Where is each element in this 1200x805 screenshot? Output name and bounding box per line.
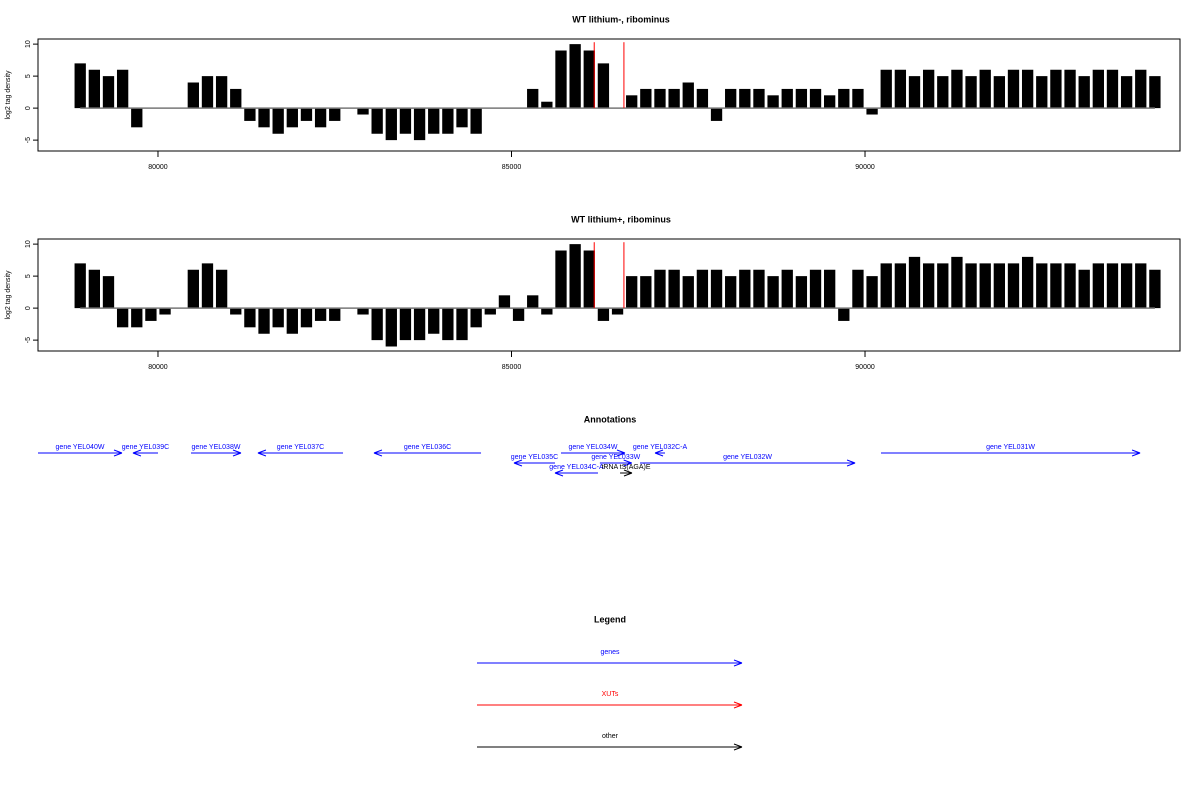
arrow-part [554,472,564,477]
arrow-part [616,449,626,454]
plot-frame [37,238,1181,352]
y-tick-label: 0 [25,106,32,110]
legend-label: XUTs [602,691,619,698]
x-tick-label: 85000 [502,164,522,171]
arrow-part [846,459,856,464]
annotations-title: Annotations [584,414,637,424]
feature-arrow [620,469,633,477]
y-axis-label: log2 tag density [5,70,12,120]
legend-title: Legend [594,614,626,624]
y-tick-label: 10 [25,240,32,248]
plot-frame [37,38,1181,152]
arrow-part [616,452,626,457]
y-tick-label: 0 [25,306,32,310]
arrow-part [623,459,632,464]
feature-arrow [554,469,598,477]
feature-label: gene YEL037C [277,444,324,451]
legend-label: genes [600,649,620,656]
y-tick-label: 5 [25,74,32,78]
feature-label: gene YEL034W [569,444,618,451]
chart-title: WT lithium-, ribominus [572,14,670,24]
feature-arrow [373,449,482,457]
feature-arrow [599,459,632,467]
feature-label: gene YEL038W [192,444,241,451]
y-tick-label: -5 [25,337,32,343]
feature-arrow [640,459,856,467]
legend-arrow [477,743,743,751]
arrow-part [1131,449,1141,454]
feature-arrow [654,449,665,457]
arrow-part [733,701,743,706]
feature-arrow [560,449,626,457]
feature-arrow [880,449,1141,457]
x-tick-label: 80000 [148,364,168,371]
arrow-part [733,746,743,751]
feature-arrow [38,449,123,457]
arrow-part [623,472,633,477]
arrow-part [733,662,743,667]
y-tick-label: -5 [25,137,32,143]
y-tick-label: 5 [25,274,32,278]
arrow-part [113,449,123,454]
feature-label: gene YEL036C [404,444,451,451]
arrow-part [113,452,123,457]
feature-label: gene YEL031W [986,444,1035,451]
feature-label: gene YEL034C-A [549,464,604,471]
arrow-part [373,452,383,457]
feature-label: gene YEL033W [591,454,640,461]
arrow-part [232,449,242,454]
feature-label: gene YEL032C-A [633,444,688,451]
arrow-part [623,469,633,474]
arrow-part [623,462,632,467]
feature-label: gene YEL032W [723,454,772,461]
feature-arrow [257,449,344,457]
legend-arrow [477,701,743,709]
feature-arrow [513,459,555,467]
chart-title: WT lithium+, ribominus [571,214,671,224]
feature-arrow [132,449,158,457]
arrow-part [232,452,242,457]
x-tick-label: 90000 [855,364,875,371]
feature-arrow [191,449,242,457]
feature-label: gene YEL039C [122,444,169,451]
x-tick-label: 80000 [148,164,168,171]
arrow-part [257,452,267,457]
feature-label: gene YEL035C [511,454,558,461]
arrow-part [257,449,267,454]
arrow-part [554,469,564,474]
arrow-part [513,459,523,464]
feature-label: gene YEL040W [56,444,105,451]
arrow-part [733,659,743,664]
arrow-part [1131,452,1141,457]
arrow-part [132,449,142,454]
arrow-part [132,452,142,457]
y-axis-label: log2 tag density [5,270,12,320]
arrow-part [513,462,523,467]
arrow-part [654,452,664,457]
arrow-part [733,743,743,748]
x-tick-label: 90000 [855,164,875,171]
feature-label: tRNA tS(AGA)E [601,464,650,471]
y-tick-label: 10 [25,40,32,48]
arrow-part [846,462,856,467]
arrow-part [733,704,743,709]
arrow-part [654,449,664,454]
x-tick-label: 85000 [502,364,522,371]
arrow-part [373,449,383,454]
legend-arrow [477,659,743,667]
legend-label: other [602,733,619,740]
